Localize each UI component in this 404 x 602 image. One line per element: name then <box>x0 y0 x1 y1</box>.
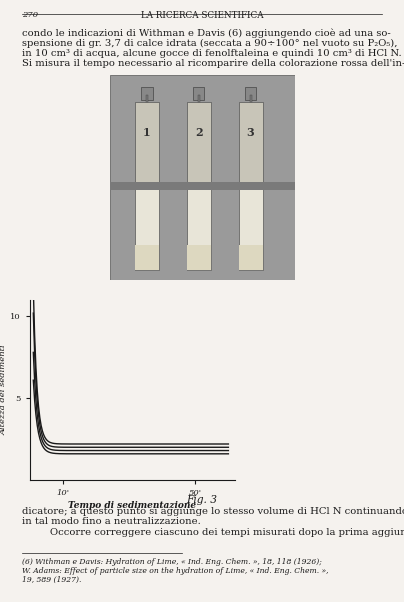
Text: in 10 cm³ di acqua, alcune gocce di fenolftaleina e quindi 10 cm³ di HCl N.: in 10 cm³ di acqua, alcune gocce di feno… <box>22 49 402 58</box>
Bar <box>198 96 200 112</box>
Text: in tal modo fino a neutralizzazione.: in tal modo fino a neutralizzazione. <box>22 518 201 527</box>
Text: LA RICERCA SCIENTIFICA: LA RICERCA SCIENTIFICA <box>141 11 263 20</box>
Bar <box>187 102 211 188</box>
Bar <box>141 87 153 99</box>
Bar <box>110 182 295 190</box>
Text: 3: 3 <box>247 127 255 138</box>
Bar <box>135 188 159 270</box>
Bar <box>239 102 263 188</box>
Bar <box>239 188 263 270</box>
Bar <box>135 245 159 270</box>
Text: Occorre correggere ciascuno dei tempi misurati dopo la prima aggiunta: Occorre correggere ciascuno dei tempi mi… <box>50 528 404 537</box>
Text: 19, 589 (1927).: 19, 589 (1927). <box>22 576 81 584</box>
Bar <box>187 245 211 270</box>
Text: Fig. 3: Fig. 3 <box>187 495 217 505</box>
Bar <box>146 96 148 112</box>
Bar <box>135 102 159 188</box>
Bar <box>187 188 211 270</box>
Bar <box>239 245 263 270</box>
Bar <box>193 87 204 99</box>
Text: dicatore; a questo punto si aggiunge lo stesso volume di HCl N continuando: dicatore; a questo punto si aggiunge lo … <box>22 507 404 516</box>
Y-axis label: Altezza dei sedimenti: Altezza dei sedimenti <box>0 345 8 435</box>
Bar <box>245 87 256 99</box>
Text: 270: 270 <box>22 11 38 19</box>
Text: spensione di gr. 3,7 di calce idrata (seccata a 90÷100° nel vuoto su P₂O₅),: spensione di gr. 3,7 di calce idrata (se… <box>22 39 398 48</box>
Text: 1: 1 <box>143 127 151 138</box>
Text: condo le indicazioni di Withman e Davis (6) aggiungendo cioè ad una so-: condo le indicazioni di Withman e Davis … <box>22 28 391 37</box>
Text: (6) Withman e Davis: Hydration of Lime, « Ind. Eng. Chem. », 18, 118 (1926);: (6) Withman e Davis: Hydration of Lime, … <box>22 558 322 566</box>
X-axis label: Tempo di sedimentazione: Tempo di sedimentazione <box>68 501 197 510</box>
Text: 2: 2 <box>195 127 203 138</box>
Text: Si misura il tempo necessario al ricomparire della colorazione rossa dell'in-: Si misura il tempo necessario al ricompa… <box>22 60 404 69</box>
Text: W. Adams: Effect of particle size on the hydration of Lime, « Ind. Eng. Chem. »,: W. Adams: Effect of particle size on the… <box>22 567 328 575</box>
Bar <box>250 96 252 112</box>
